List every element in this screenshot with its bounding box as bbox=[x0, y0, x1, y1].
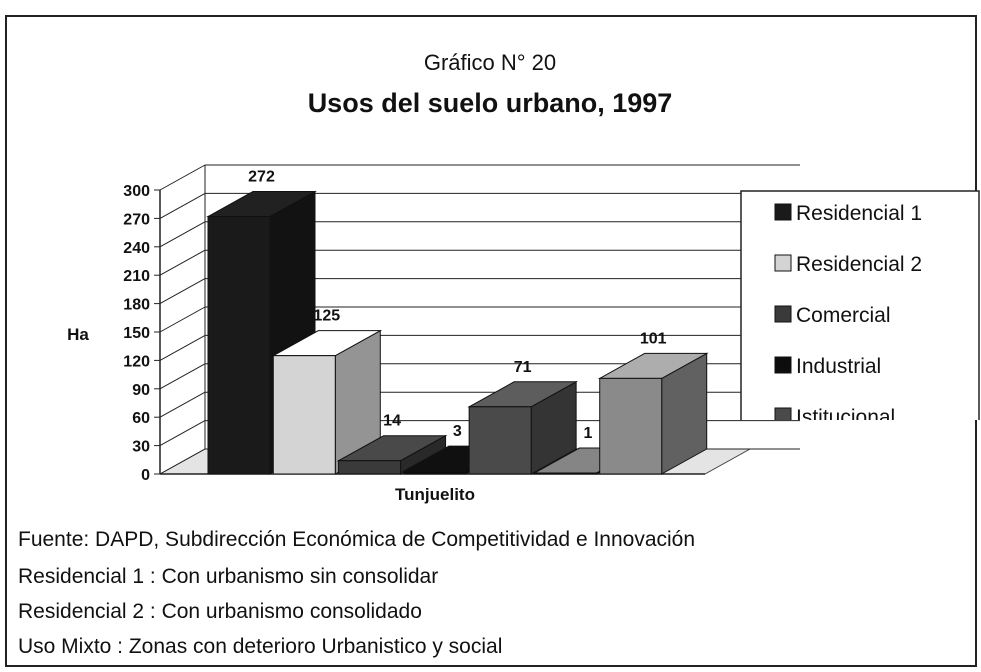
grid-line bbox=[159, 192, 206, 219]
grid-line bbox=[159, 420, 206, 447]
data-label: 71 bbox=[514, 359, 532, 376]
y-tick-label: 60 bbox=[132, 410, 150, 427]
data-label: 3 bbox=[453, 423, 462, 440]
data-label: 125 bbox=[313, 308, 340, 325]
legend-swatch bbox=[774, 305, 792, 323]
legend-label: Istitucional bbox=[796, 406, 895, 429]
data-label: 272 bbox=[248, 169, 275, 186]
y-tick-label: 0 bbox=[141, 467, 150, 484]
bar bbox=[207, 216, 271, 475]
grid-line bbox=[159, 363, 206, 390]
note: Residencial 1 : Con urbanismo sin consol… bbox=[18, 565, 439, 588]
bar bbox=[403, 470, 467, 475]
legend-label: Comercial bbox=[796, 304, 891, 327]
bar bbox=[468, 406, 532, 475]
y-tick-label: 180 bbox=[123, 297, 150, 314]
legend-label: Residencial 2 bbox=[796, 253, 922, 276]
legend: Residencial 1 Residencial 2 Comercial Indus… bbox=[740, 190, 980, 429]
chart-subtitle: Gráfico N° 20 bbox=[424, 50, 556, 75]
grid-line bbox=[159, 249, 206, 276]
note: Residencial 2 : Con urbanismo consolidad… bbox=[18, 600, 422, 623]
data-label: 14 bbox=[383, 413, 401, 430]
legend-swatch bbox=[774, 203, 792, 221]
y-tick-label: 120 bbox=[123, 353, 150, 370]
chart-title: Usos del suelo urbano, 1997 bbox=[308, 88, 673, 118]
y-tick-label: 240 bbox=[123, 240, 150, 257]
bar bbox=[272, 355, 336, 475]
x-tick-label: Tunjuelito bbox=[395, 485, 475, 504]
y-tick-label: 210 bbox=[123, 268, 150, 285]
grid-line bbox=[159, 448, 206, 475]
grid-line bbox=[159, 221, 206, 248]
y-tick-label: 300 bbox=[123, 183, 150, 200]
grid-line bbox=[159, 306, 206, 333]
bar bbox=[599, 377, 663, 475]
y-tick-label: 30 bbox=[132, 439, 150, 456]
grid-line bbox=[159, 164, 206, 191]
data-label: 101 bbox=[640, 330, 667, 347]
y-axis-label: Ha bbox=[67, 325, 89, 344]
grid-line bbox=[159, 391, 206, 418]
grid-line bbox=[159, 278, 206, 305]
y-tick-label: 150 bbox=[123, 325, 150, 342]
legend-swatch bbox=[774, 407, 792, 420]
legend-swatch bbox=[774, 356, 792, 374]
bar bbox=[533, 472, 597, 475]
note: Uso Mixto : Zonas con deterioro Urbanist… bbox=[18, 635, 503, 658]
y-tick-label: 270 bbox=[123, 211, 150, 228]
note: Fuente: DAPD, Subdirección Económica de … bbox=[18, 528, 696, 551]
bar bbox=[338, 460, 402, 475]
y-tick-label: 90 bbox=[132, 382, 150, 399]
legend-label: Industrial bbox=[796, 355, 881, 378]
data-label: 1 bbox=[583, 425, 592, 442]
grid-line bbox=[159, 334, 206, 361]
legend-swatch bbox=[774, 254, 792, 272]
legend-label: Residencial 1 bbox=[796, 202, 922, 225]
